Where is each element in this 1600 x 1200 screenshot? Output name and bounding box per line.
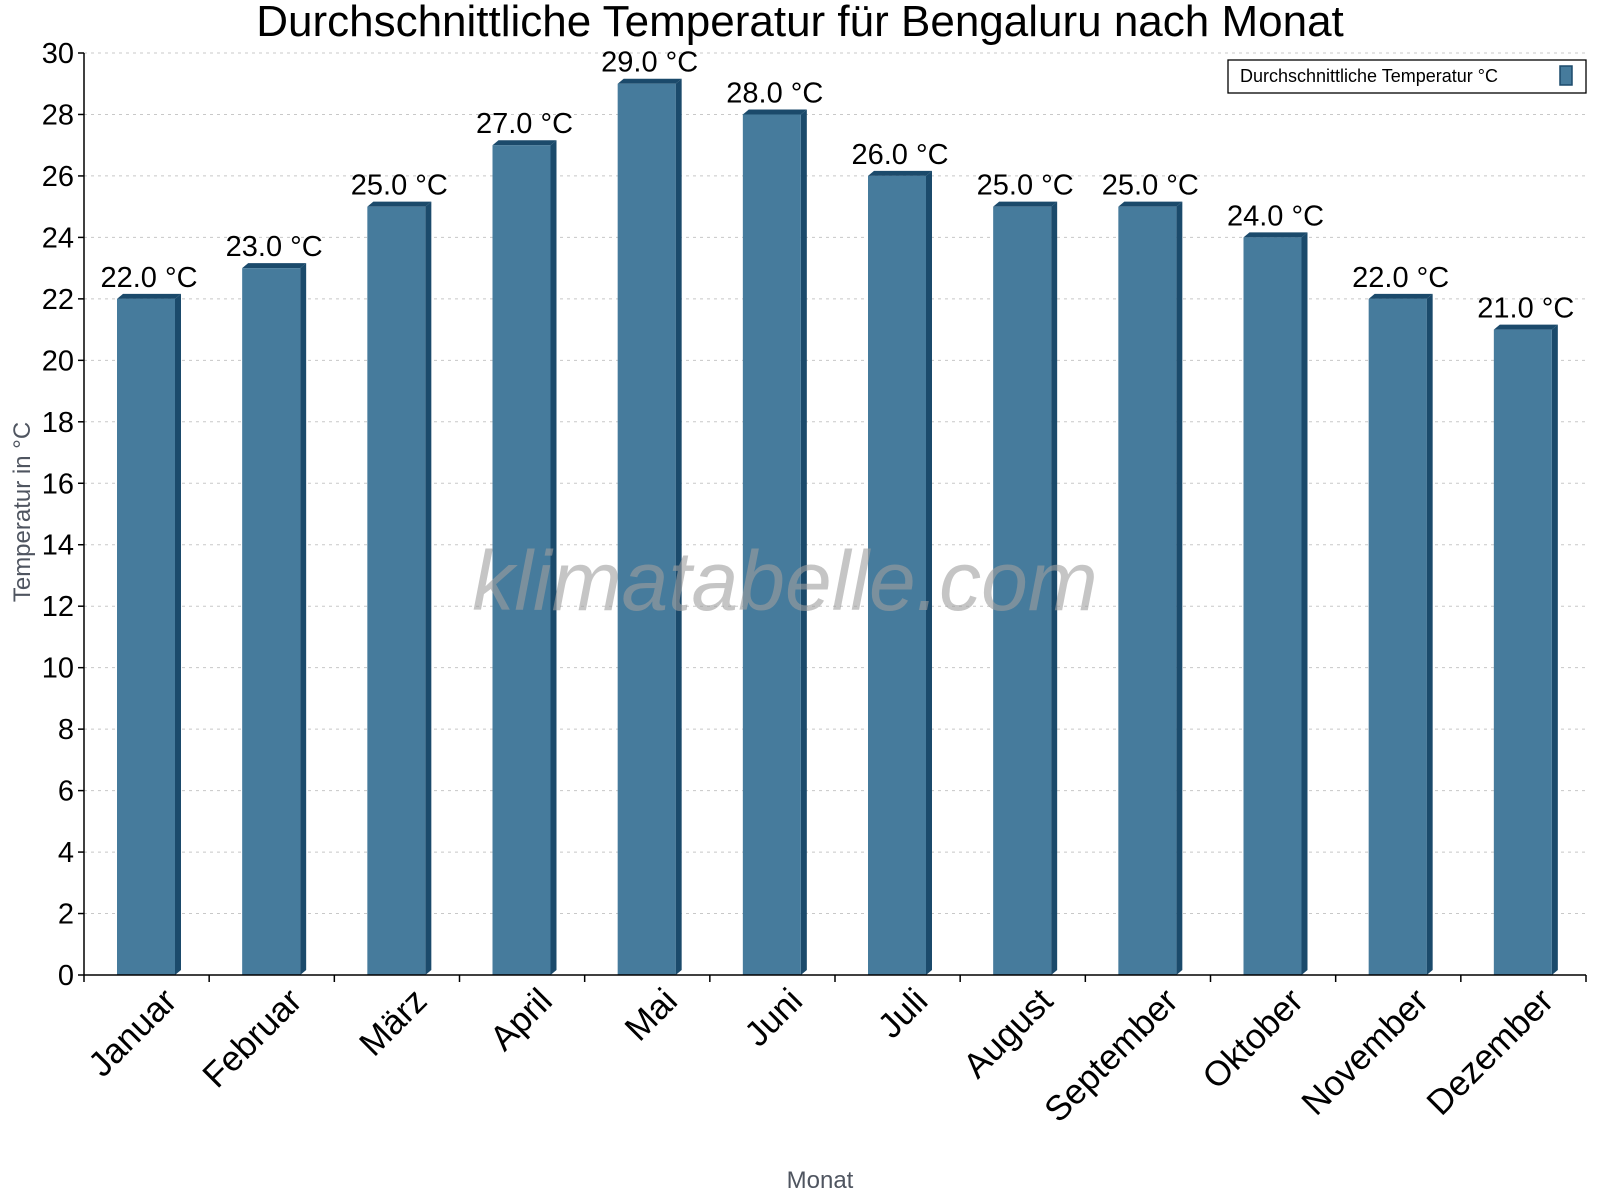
- watermark: klimatabelle.com: [472, 534, 1098, 628]
- y-tick-label: 18: [42, 407, 74, 439]
- value-label: 23.0 °C: [226, 231, 323, 263]
- y-tick-label: 10: [42, 653, 74, 685]
- bar: 25.0 °C: [351, 170, 448, 975]
- bar: 21.0 °C: [1477, 293, 1574, 976]
- value-label: 27.0 °C: [476, 108, 573, 140]
- x-axis-ticks: Januar Februar März April Mai Juni Juli AugustS…: [81, 975, 1587, 1130]
- y-tick-label: 14: [42, 530, 74, 562]
- y-tick-label: 30: [42, 38, 74, 70]
- value-label: 22.0 °C: [1352, 262, 1449, 294]
- value-label: 29.0 °C: [601, 47, 698, 79]
- bar: 27.0 °C: [476, 108, 573, 975]
- x-tick-label: Oktober: [1195, 981, 1311, 1097]
- bar: 22.0 °C: [100, 262, 198, 975]
- y-tick-label: 16: [42, 468, 74, 500]
- x-tick-label: Juli: [871, 981, 936, 1046]
- axes: [83, 53, 1586, 976]
- y-tick-label: 6: [58, 776, 74, 808]
- y-tick-label: 26: [42, 161, 74, 193]
- y-axis-title: Temperatur in °C: [9, 422, 36, 602]
- x-tick-label: November: [1294, 981, 1436, 1123]
- x-tick-label: Juni: [737, 981, 810, 1054]
- value-label: 25.0 °C: [351, 170, 448, 202]
- x-tick-label: Dezember: [1419, 981, 1561, 1123]
- y-tick-label: 12: [42, 591, 74, 623]
- y-tick-label: 8: [58, 714, 74, 746]
- x-tick-label: Mai: [617, 981, 684, 1048]
- bar: 23.0 °C: [226, 231, 323, 976]
- x-tick-label: August: [956, 981, 1061, 1086]
- x-axis-title: Monat: [787, 1167, 854, 1194]
- x-tick-label: Februar: [195, 981, 309, 1095]
- value-label: 21.0 °C: [1477, 293, 1574, 325]
- y-tick-label: 24: [42, 222, 74, 254]
- bar: 22.0 °C: [1352, 262, 1449, 975]
- bar: 25.0 °C: [1102, 170, 1199, 975]
- x-tick-label: März: [352, 981, 435, 1064]
- legend-swatch: [1559, 65, 1573, 86]
- bars: 22.0 °C 23.0 °C 25.0 °C 27.0 °C 29.0 °C 28.0 …: [100, 47, 1574, 976]
- bar: 26.0 °C: [851, 139, 949, 975]
- bar: 28.0 °C: [726, 77, 823, 975]
- value-label: 28.0 °C: [726, 77, 823, 109]
- y-tick-label: 20: [42, 345, 74, 377]
- value-label: 26.0 °C: [851, 139, 948, 171]
- y-tick-label: 2: [58, 899, 74, 931]
- bar: 24.0 °C: [1227, 200, 1324, 975]
- x-tick-label: Januar: [81, 981, 184, 1084]
- legend-label: Durchschnittliche Temperatur °C: [1240, 66, 1498, 86]
- bar: 29.0 °C: [601, 47, 698, 975]
- y-tick-label: 0: [58, 960, 74, 992]
- x-tick-label: April: [483, 981, 560, 1058]
- y-tick-label: 28: [42, 99, 74, 131]
- legend: Durchschnittliche Temperatur °C: [1227, 59, 1587, 94]
- value-label: 24.0 °C: [1227, 200, 1324, 232]
- x-tick-label: September: [1037, 981, 1186, 1130]
- y-tick-label: 22: [42, 284, 74, 316]
- value-label: 25.0 °C: [977, 170, 1074, 202]
- y-tick-label: 4: [58, 837, 74, 869]
- gridlines: [84, 52, 1586, 915]
- value-label: 22.0 °C: [100, 262, 197, 294]
- chart-title: Durchschnittliche Temperatur für Bengalu…: [256, 0, 1344, 46]
- value-label: 25.0 °C: [1102, 170, 1199, 202]
- bar: 25.0 °C: [977, 170, 1074, 975]
